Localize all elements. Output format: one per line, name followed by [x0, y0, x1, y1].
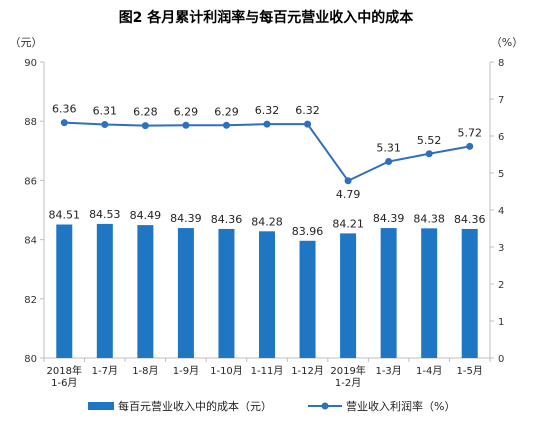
legend-line-label: 营业收入利润率（%） — [346, 399, 455, 413]
bar-series — [56, 223, 478, 358]
bar-value-label: 83.96 — [292, 225, 324, 238]
bar — [218, 228, 235, 358]
axes: 80 82 84 86 88 90 0 1 2 3 4 5 6 7 8 — [24, 58, 504, 365]
line-point — [466, 142, 474, 150]
category-label: 1-7月 — [92, 365, 118, 377]
line-value-label: 6.28 — [133, 106, 158, 119]
bar — [340, 233, 357, 358]
legend-bar-swatch — [88, 402, 114, 410]
legend-line-marker — [321, 402, 329, 410]
right-axis-tick-label: 4 — [498, 206, 504, 217]
category-label: 1-2月 — [335, 377, 361, 389]
bar-value-label: 84.39 — [373, 212, 405, 225]
right-axis-tick-label: 5 — [498, 169, 504, 180]
line-point — [344, 177, 352, 185]
right-axis-tick-label: 3 — [498, 243, 504, 254]
legend-bar-label: 每百元营业收入中的成本（元） — [118, 399, 272, 413]
line-point — [182, 121, 190, 129]
line-value-label: 6.36 — [52, 103, 77, 116]
line-value-label: 6.29 — [214, 105, 239, 118]
bar-value-label: 84.51 — [49, 209, 81, 222]
category-label: 1-12月 — [291, 365, 324, 377]
bar — [137, 225, 154, 358]
bar-value-label: 84.39 — [170, 212, 202, 225]
category-label: 1-6月 — [51, 377, 77, 389]
bar — [56, 224, 73, 358]
right-axis-tick-label: 7 — [498, 95, 504, 106]
category-label: 1-9月 — [173, 365, 199, 377]
left-axis-tick-label: 90 — [24, 58, 37, 69]
line-point — [425, 150, 433, 158]
bar-value-label: 84.28 — [251, 215, 283, 228]
line-value-label: 6.32 — [255, 104, 280, 117]
line-value-label: 5.31 — [376, 142, 401, 155]
legend: 每百元营业收入中的成本（元） 营业收入利润率（%） — [88, 399, 455, 413]
left-axis-tick-label: 84 — [24, 236, 37, 247]
right-axis-tick-label: 8 — [498, 58, 504, 69]
line-point — [263, 120, 271, 128]
data-labels: 84.51 84.53 84.49 84.39 84.36 84.28 83.96 84.21… — [49, 103, 486, 238]
left-axis-unit: （元） — [10, 36, 43, 49]
line-point — [385, 158, 393, 166]
category-label: 1-10月 — [210, 365, 243, 377]
line-value-label: 6.32 — [295, 104, 320, 117]
category-label: 1-3月 — [375, 365, 401, 377]
category-label: 2019年 — [330, 364, 365, 377]
bar — [461, 228, 478, 358]
line-point — [60, 119, 68, 127]
line-series — [60, 119, 474, 185]
right-axis-tick-label: 2 — [498, 280, 504, 291]
line-point — [222, 121, 230, 129]
left-axis-tick-label: 82 — [24, 295, 37, 306]
bar — [299, 240, 316, 358]
bar — [421, 228, 438, 358]
right-axis-unit: （%） — [491, 36, 523, 49]
bar-value-label: 84.53 — [89, 208, 121, 221]
bar — [380, 228, 397, 358]
right-axis-tick-label: 1 — [498, 317, 504, 328]
left-axis-tick-label: 80 — [24, 354, 37, 365]
bar — [96, 223, 113, 358]
bar-value-label: 84.38 — [413, 212, 445, 225]
profit-rate-line — [64, 121, 470, 183]
category-label: 1-8月 — [132, 365, 158, 377]
line-value-label: 6.29 — [174, 105, 199, 118]
bar-value-label: 84.36 — [454, 213, 486, 226]
line-point — [141, 122, 149, 130]
chart-title: 图2 各月累计利润率与每百元营业收入中的成本 — [119, 9, 415, 26]
left-axis-tick-label: 88 — [24, 117, 37, 128]
bar — [259, 231, 275, 358]
line-value-label: 5.72 — [457, 126, 482, 139]
line-point — [304, 120, 312, 128]
right-axis-tick-label: 6 — [498, 132, 504, 143]
left-axis-tick-label: 86 — [24, 176, 37, 187]
bar-value-label: 84.49 — [130, 209, 162, 222]
bar-value-label: 84.36 — [211, 213, 243, 226]
line-value-label: 6.31 — [93, 105, 118, 118]
category-label: 2018年 — [47, 364, 82, 377]
right-axis-tick-label: 0 — [498, 354, 504, 365]
bar — [177, 228, 194, 358]
bar-value-label: 84.21 — [332, 217, 364, 230]
category-label: 1-5月 — [457, 365, 483, 377]
line-value-label: 5.52 — [417, 134, 442, 147]
category-label: 1-11月 — [251, 365, 284, 377]
line-value-label: 4.79 — [336, 188, 361, 201]
line-point — [101, 121, 109, 129]
category-label: 1-4月 — [416, 365, 442, 377]
